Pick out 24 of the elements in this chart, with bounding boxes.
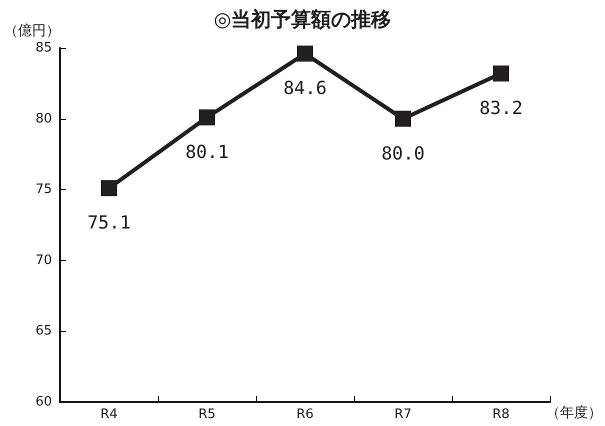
x-tick-label: R7 [394, 407, 412, 422]
y-axis-title: （億円） [4, 23, 60, 39]
chart-title: ◎当初予算額の推移 [214, 7, 392, 31]
y-tick-label: 70 [35, 252, 52, 268]
x-tick-label: R6 [296, 407, 314, 422]
y-tick-label: 85 [35, 40, 52, 56]
point [199, 109, 215, 126]
y-tick-label: 80 [35, 111, 52, 126]
y-tick-label: 60 [35, 394, 52, 410]
x-axis-title: （年度） [546, 405, 602, 421]
x-tick-label: R4 [100, 407, 118, 422]
data-label: 75.1 [87, 212, 131, 234]
data-label: 84.6 [283, 78, 327, 100]
data-label: 80.0 [381, 143, 425, 164]
x-tick-label: R8 [492, 407, 510, 422]
y-tick-label: 75 [35, 182, 52, 198]
data-label: 83.2 [479, 98, 523, 119]
point [395, 110, 411, 127]
y-tick-label: 65 [35, 324, 52, 339]
data-label: 80.1 [185, 142, 229, 163]
x-tick-label: R5 [198, 407, 216, 422]
point [493, 65, 509, 82]
point [297, 46, 313, 62]
point [101, 180, 117, 196]
